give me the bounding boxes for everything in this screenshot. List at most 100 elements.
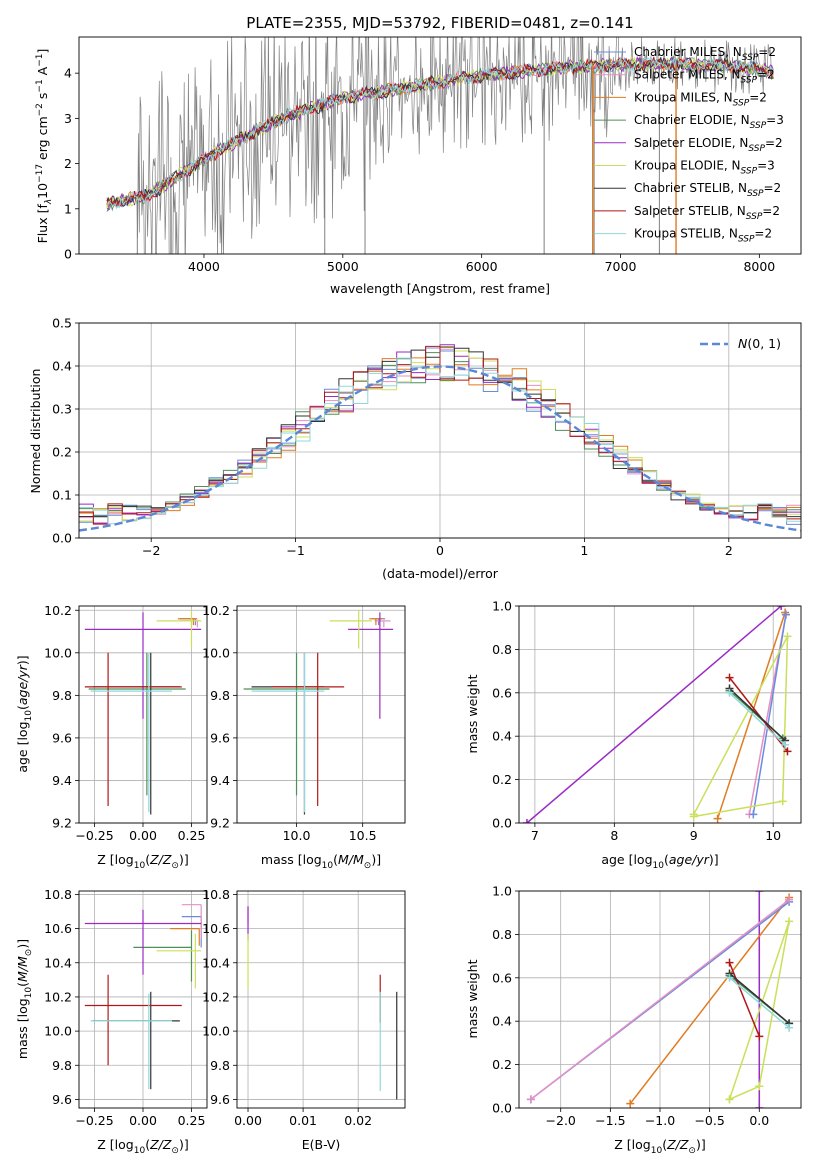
weight-marker [749, 810, 758, 819]
y-tick-label: 3 [64, 111, 72, 126]
y-tick-label: 10.6 [202, 921, 230, 936]
weight-marker [526, 1095, 535, 1104]
figure-title: PLATE=2355, MJD=53792, FIBERID=0481, z=0… [246, 14, 633, 32]
weight-marker [755, 891, 764, 895]
mass-vs-extinction-panel: 0.00 0.01 0.02 9.6 9.8 10.0 10.2 10.4 10.6 10.8 E(… [202, 887, 406, 1152]
x-tick-label: −0.5 [694, 1113, 724, 1128]
x-tick-label: −1.5 [595, 1113, 625, 1128]
y-tick-label: 10.4 [202, 955, 230, 970]
axes-frame [78, 890, 208, 1109]
x-tick-label: 0.02 [344, 1113, 372, 1128]
weight-line [728, 687, 786, 742]
weight-marker [785, 895, 794, 904]
x-tick-label: 0.0 [749, 1113, 769, 1128]
axes-frame [518, 890, 802, 1109]
legend-label: N(0, 1) [738, 336, 781, 351]
x-tick-label: 8 [610, 828, 618, 843]
y-tick-label: 9.6 [210, 1092, 230, 1107]
y-tick-label: 10.6 [44, 921, 72, 936]
y-tick-label: 0 [64, 247, 72, 262]
x-tick-label: 2 [725, 543, 733, 558]
y-tick-label: 0.0 [492, 1101, 512, 1116]
axes-frame [78, 322, 802, 539]
weight-marker [713, 814, 722, 823]
weight-marker [755, 1082, 764, 1091]
residuals-panel: −2 −1 0 1 2 0.0 0.1 0.2 0.3 0.4 0.5 N(0, 1) (data-mo… [28, 316, 802, 581]
plot-area [84, 610, 202, 815]
y-axis-label: age [log10(age/yr)] [15, 655, 34, 772]
y-tick-label: 9.2 [210, 816, 230, 831]
weight-line [693, 636, 789, 818]
x-axis-label: (data-model)/error [382, 566, 499, 581]
x-tick-label: 10.5 [349, 828, 377, 843]
y-tick-label: 9.4 [52, 773, 72, 788]
y-tick-label: 0.2 [492, 772, 512, 787]
weight-line [728, 677, 789, 752]
weight-vs-metallicity-panel: −2.0 −1.5 −1.0 −0.5 0.0 0.0 0.2 0.4 0.6 0.8 1.0 Z [… [465, 884, 802, 1156]
x-axis-label: wavelength [Angstrom, rest frame] [330, 281, 550, 296]
x-axis-label: mass [log10(M/M⊙)] [261, 852, 381, 871]
x-tick-label: 0.25 [178, 828, 206, 843]
y-axis-label: Normed distribution [28, 369, 43, 494]
x-tick-label: 10 [765, 828, 781, 843]
weight-marker [755, 1104, 764, 1108]
plot-area [106, 37, 774, 254]
model-spectrum [106, 56, 774, 209]
y-axis-label: mass [log10(M/M⊙)] [15, 939, 34, 1059]
weight-line [716, 612, 786, 819]
y-tick-label: 2 [64, 156, 72, 171]
weight-line [729, 972, 790, 1024]
y-tick-label: 0.8 [492, 642, 512, 657]
plot-area [522, 606, 792, 823]
x-tick-label: 10.0 [283, 828, 311, 843]
y-tick-label: 1.0 [492, 884, 512, 899]
weight-marker [725, 673, 734, 682]
weight-line [526, 606, 782, 823]
y-tick-label: 0.8 [492, 927, 512, 942]
weight-marker [778, 797, 787, 806]
y-tick-label: 9.4 [210, 773, 230, 788]
y-tick-label: 0.3 [52, 402, 72, 417]
histogram-step [79, 345, 801, 525]
axes-frame [236, 605, 406, 824]
x-tick-label: 0.00 [234, 1113, 262, 1128]
y-tick-label: 9.6 [52, 730, 72, 745]
weight-marker [785, 1023, 794, 1032]
y-tick-label: 9.2 [52, 816, 72, 831]
y-tick-label: 10.8 [44, 887, 72, 902]
x-tick-label: −1 [286, 543, 304, 558]
y-tick-label: 10.0 [202, 1024, 230, 1039]
y-tick-label: 10.4 [44, 955, 72, 970]
age-vs-metallicity-panel: −0.25 0.00 0.25 9.2 9.4 9.6 9.8 10.0 10.2 Z [log1… [15, 603, 208, 871]
weight-marker [626, 1099, 635, 1108]
x-tick-label: 0.01 [289, 1113, 317, 1128]
weight-marker [522, 819, 531, 823]
y-tick-label: 9.6 [52, 1092, 72, 1107]
legend: Chabrier MILES, NSSP=2 Salpeter MILES, NS… [594, 45, 784, 245]
weight-line [728, 921, 790, 1100]
y-tick-label: 0.1 [52, 488, 72, 503]
legend-label: Salpeter STELIB, NSSP=2 [634, 204, 780, 222]
x-tick-label: 8000 [743, 259, 775, 274]
legend: N(0, 1) [700, 336, 781, 351]
spectrum-panel: 4000 5000 6000 7000 8000 0 1 2 3 4 Chabrier MILES,… [35, 36, 802, 296]
y-tick-label: 0.0 [52, 531, 72, 546]
plot-area [526, 891, 794, 1108]
y-tick-label: 0.2 [492, 1057, 512, 1072]
legend-label: Salpeter ELODIE, NSSP=2 [634, 136, 783, 154]
legend-label: Chabrier STELIB, NSSP=2 [634, 181, 781, 199]
x-axis-label: Z [log10(Z/Z⊙)] [614, 1137, 705, 1156]
plot-area [79, 344, 801, 532]
y-tick-label: 10.2 [44, 603, 72, 618]
weight-marker [781, 610, 790, 619]
weight-line [752, 614, 787, 815]
x-tick-label: 7 [531, 828, 539, 843]
weight-marker [725, 973, 734, 982]
x-axis-label: Z [log10(Z/Z⊙)] [97, 1137, 188, 1156]
weight-line [629, 897, 790, 1105]
weight-line [728, 692, 786, 746]
y-tick-label: 9.8 [52, 1058, 72, 1073]
x-tick-label: −0.25 [75, 828, 113, 843]
weight-vs-age-panel: 7 8 9 10 0.0 0.2 0.4 0.6 0.8 1.0 age [log10(age/yr… [465, 599, 802, 871]
